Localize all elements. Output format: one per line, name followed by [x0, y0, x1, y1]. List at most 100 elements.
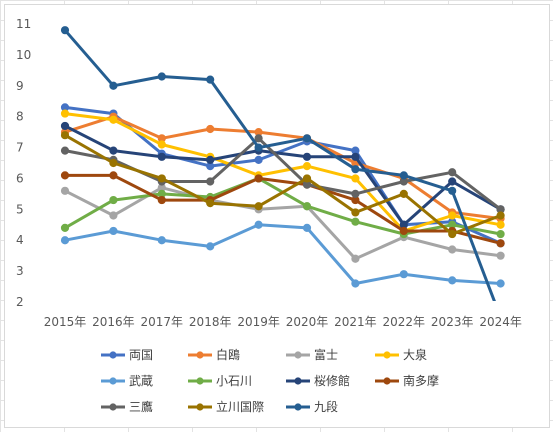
legend-item[interactable]: 武蔵 — [101, 374, 153, 388]
data-point — [351, 189, 360, 198]
legend-item[interactable]: 小石川 — [188, 374, 252, 388]
series-line — [64, 186, 501, 261]
legend-marker — [109, 403, 117, 411]
legend-item[interactable]: 大泉 — [375, 348, 427, 362]
data-point — [399, 171, 408, 180]
data-point — [399, 226, 408, 236]
data-point — [206, 124, 215, 134]
data-point — [60, 131, 70, 140]
series-11 — [60, 26, 496, 301]
legend-item[interactable]: 白鴎 — [188, 347, 240, 362]
data-point — [254, 174, 263, 183]
chart-area[interactable]: 2 3 4 5 6 7 8 9 10 11 2015年 2016年 2017年 2018年 2019年 20… — [4, 4, 550, 428]
legend-label: 三鷹 — [129, 399, 153, 414]
data-point — [157, 140, 166, 149]
y-tick-label: 4 — [16, 233, 24, 247]
y-tick-label: 7 — [16, 141, 24, 155]
series-4 — [60, 109, 505, 236]
data-point — [157, 174, 166, 183]
series-line — [64, 223, 501, 285]
legend-marker — [383, 351, 391, 359]
legend-marker — [109, 351, 117, 359]
data-point — [206, 75, 215, 84]
legend-item[interactable]: 両国 — [101, 348, 153, 362]
y-tick-label: 2 — [16, 295, 24, 309]
data-point — [109, 115, 118, 124]
data-point — [448, 177, 457, 186]
legend-marker — [294, 377, 302, 385]
legend-item[interactable]: 南多摩 — [375, 373, 439, 388]
data-point — [351, 165, 360, 174]
data-point — [206, 155, 215, 165]
legend-label: 両国 — [129, 348, 153, 362]
data-point — [60, 171, 70, 180]
data-point — [254, 202, 263, 211]
legend-item[interactable]: 三鷹 — [101, 399, 153, 414]
data-point — [351, 152, 360, 161]
legend-label: 大泉 — [403, 348, 427, 362]
legend-label: 九段 — [314, 399, 338, 414]
data-point — [448, 245, 457, 254]
data-point — [254, 155, 263, 165]
data-point — [157, 152, 166, 161]
data-point — [206, 177, 215, 186]
data-point — [302, 161, 312, 171]
x-tick-label: 2020年 — [286, 315, 329, 329]
data-point — [399, 270, 408, 279]
legend-label: 南多摩 — [403, 373, 439, 388]
x-tick-label: 2015年 — [44, 315, 87, 329]
data-point — [254, 143, 263, 152]
data-point — [109, 171, 118, 180]
legend-item[interactable]: 桜修館 — [286, 373, 350, 388]
data-point — [157, 195, 166, 205]
data-point — [496, 220, 505, 229]
y-axis-tick-labels: 2 3 4 5 6 7 8 9 10 11 — [16, 17, 31, 309]
data-point — [302, 134, 312, 143]
legend-marker — [294, 403, 302, 411]
legend-label: 桜修館 — [314, 373, 350, 388]
legend-label: 立川国際 — [216, 399, 264, 414]
legend-item[interactable]: 立川国際 — [188, 399, 264, 414]
data-point — [109, 81, 118, 90]
y-tick-label: 10 — [16, 48, 31, 62]
y-tick-label: 11 — [16, 17, 31, 31]
data-point — [496, 211, 505, 220]
data-point — [254, 134, 263, 143]
data-point — [448, 229, 457, 239]
legend-item[interactable]: 富士 — [286, 347, 338, 362]
y-tick-label: 8 — [16, 110, 24, 124]
x-tick-label: 2016年 — [92, 315, 135, 329]
data-point — [60, 236, 70, 245]
data-point — [351, 217, 360, 226]
series-lines — [60, 26, 505, 301]
data-point — [109, 195, 118, 205]
data-point — [206, 242, 215, 251]
data-point — [60, 146, 70, 155]
series-line — [64, 112, 501, 233]
data-point — [496, 229, 505, 239]
data-point — [157, 236, 166, 245]
y-tick-label: 5 — [16, 202, 24, 216]
data-point — [351, 254, 360, 263]
legend-marker — [109, 377, 117, 385]
data-point — [302, 152, 312, 161]
series-line — [63, 29, 496, 301]
series-5 — [60, 220, 505, 288]
x-tick-label: 2023年 — [431, 315, 474, 329]
data-point — [60, 109, 70, 118]
data-point — [496, 239, 505, 248]
data-point — [351, 208, 360, 217]
x-tick-label: 2022年 — [383, 315, 426, 329]
data-point — [254, 220, 263, 229]
data-point — [351, 174, 360, 183]
data-point — [109, 146, 118, 155]
legend-item[interactable]: 九段 — [286, 399, 338, 414]
legend-marker — [294, 351, 302, 359]
data-point — [302, 174, 312, 183]
legend-marker — [196, 403, 204, 411]
data-point — [206, 199, 215, 208]
series-line — [65, 173, 501, 245]
data-point — [351, 279, 360, 288]
